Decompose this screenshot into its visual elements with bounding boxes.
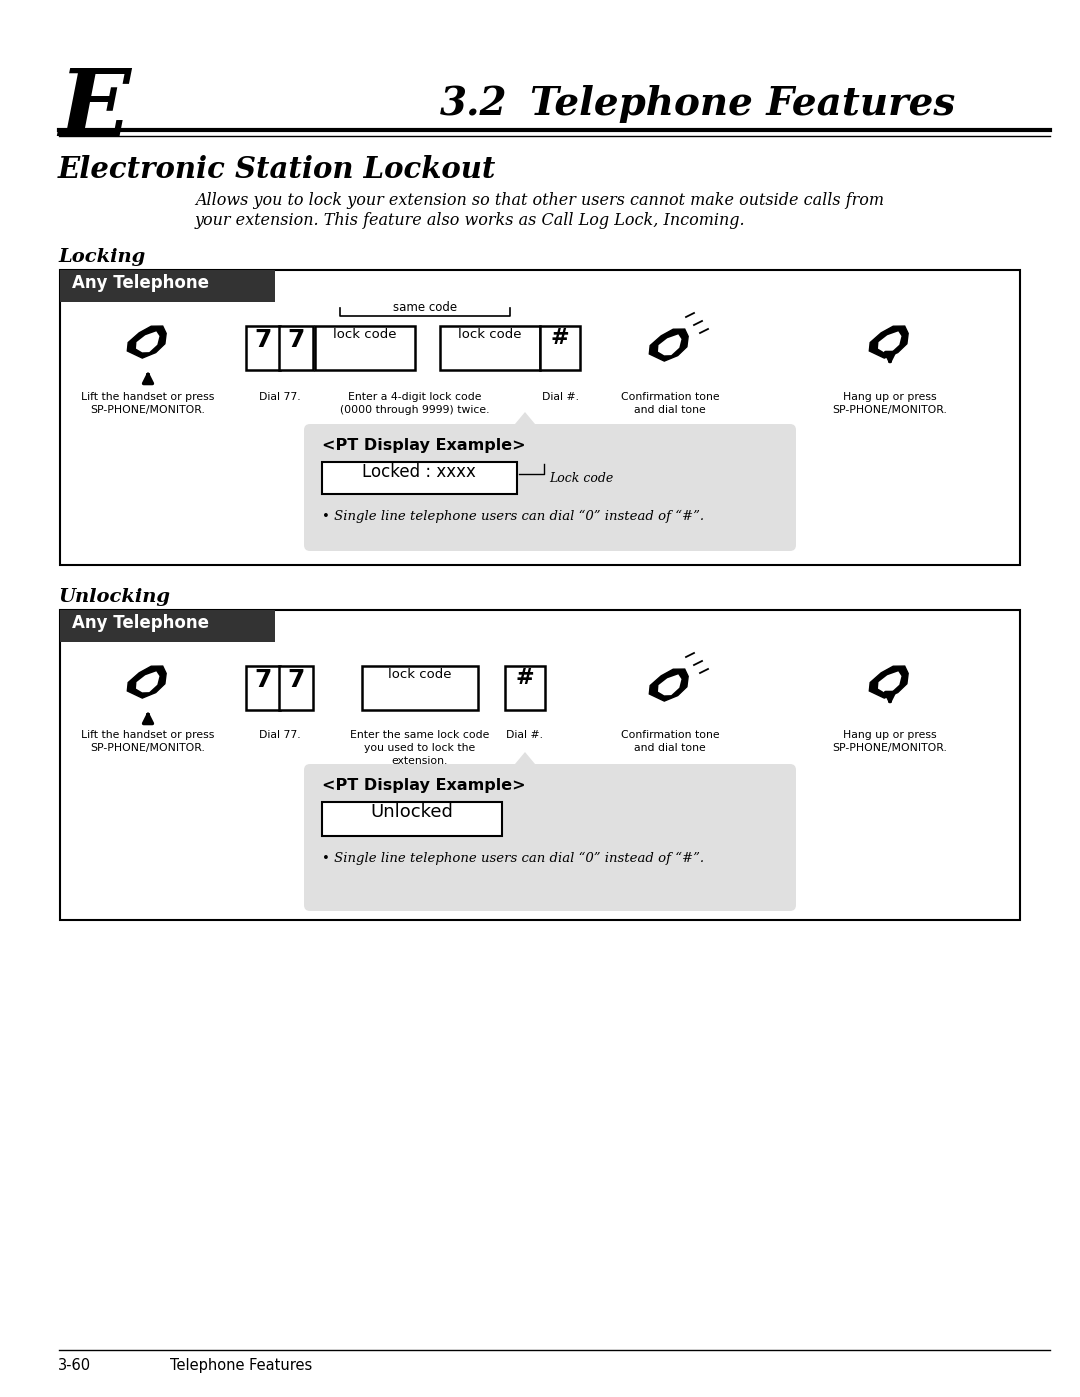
Text: your extension. This feature also works as Call Log Lock, Incoming.: your extension. This feature also works … [195,212,745,229]
Text: Lift the handset or press
SP-PHONE/MONITOR.: Lift the handset or press SP-PHONE/MONIT… [81,731,215,753]
Text: Lift the handset or press
SP-PHONE/MONITOR.: Lift the handset or press SP-PHONE/MONIT… [81,393,215,415]
FancyBboxPatch shape [322,462,517,495]
FancyBboxPatch shape [279,326,313,370]
FancyBboxPatch shape [279,666,313,710]
Text: #: # [515,668,535,687]
Text: • Single line telephone users can dial “0” instead of “#”.: • Single line telephone users can dial “… [322,510,704,524]
Text: <PT Display Example>: <PT Display Example> [322,778,526,793]
Text: <PT Display Example>: <PT Display Example> [322,439,526,453]
FancyBboxPatch shape [60,610,1020,921]
FancyBboxPatch shape [362,666,478,710]
FancyBboxPatch shape [505,666,545,710]
Text: Hang up or press
SP-PHONE/MONITOR.: Hang up or press SP-PHONE/MONITOR. [833,393,947,415]
Text: Lock code: Lock code [549,472,613,485]
Text: Dial 77.: Dial 77. [259,731,301,740]
Polygon shape [510,752,540,770]
FancyBboxPatch shape [315,326,415,370]
Text: Dial 77.: Dial 77. [259,393,301,402]
FancyBboxPatch shape [60,610,275,643]
Text: #: # [551,328,569,348]
Polygon shape [136,331,160,352]
FancyBboxPatch shape [440,326,540,370]
Text: E: E [58,66,130,155]
Text: Unlocking: Unlocking [58,588,170,606]
Text: lock code: lock code [388,668,451,680]
Text: Telephone Features: Telephone Features [170,1358,312,1373]
FancyBboxPatch shape [60,270,1020,564]
Text: Electronic Station Lockout: Electronic Station Lockout [58,155,497,184]
FancyBboxPatch shape [60,270,275,302]
Text: Hang up or press
SP-PHONE/MONITOR.: Hang up or press SP-PHONE/MONITOR. [833,731,947,753]
Polygon shape [658,334,681,355]
Text: Locking: Locking [58,249,145,265]
Text: 3-60: 3-60 [58,1358,91,1373]
Polygon shape [649,669,688,701]
Text: 7: 7 [254,328,272,352]
Text: lock code: lock code [458,328,522,341]
Polygon shape [510,412,540,430]
FancyBboxPatch shape [246,666,280,710]
Text: Any Telephone: Any Telephone [72,274,210,292]
Text: Dial #.: Dial #. [541,393,579,402]
Polygon shape [658,675,681,696]
FancyBboxPatch shape [303,764,796,911]
Text: Unlocked: Unlocked [370,803,454,821]
Text: Allows you to lock your extension so that other users cannot make outside calls : Allows you to lock your extension so tha… [195,191,885,210]
Text: Locked : xxxx: Locked : xxxx [362,462,476,481]
Text: Confirmation tone
and dial tone: Confirmation tone and dial tone [621,393,719,415]
FancyBboxPatch shape [322,802,502,835]
Text: Enter a 4-digit lock code
(0000 through 9999) twice.: Enter a 4-digit lock code (0000 through … [340,393,489,415]
Text: 7: 7 [254,668,272,692]
Polygon shape [869,666,908,698]
Text: Telephone Features: Telephone Features [530,85,955,123]
Polygon shape [649,330,688,360]
Polygon shape [878,672,902,693]
Text: Dial #.: Dial #. [507,731,543,740]
Polygon shape [127,326,166,358]
Text: lock code: lock code [334,328,396,341]
Text: 7: 7 [287,328,305,352]
Polygon shape [869,326,908,358]
FancyBboxPatch shape [246,326,280,370]
Text: • Single line telephone users can dial “0” instead of “#”.: • Single line telephone users can dial “… [322,852,704,865]
Text: same code: same code [393,300,457,314]
Text: Any Telephone: Any Telephone [72,615,210,631]
Polygon shape [878,331,902,352]
FancyBboxPatch shape [303,425,796,550]
Polygon shape [136,672,160,693]
Text: 3.2: 3.2 [440,85,508,123]
Text: 7: 7 [287,668,305,692]
FancyBboxPatch shape [540,326,580,370]
Text: Enter the same lock code
you used to lock the
extension.: Enter the same lock code you used to loc… [350,731,489,767]
Text: Confirmation tone
and dial tone: Confirmation tone and dial tone [621,731,719,753]
Polygon shape [127,666,166,698]
